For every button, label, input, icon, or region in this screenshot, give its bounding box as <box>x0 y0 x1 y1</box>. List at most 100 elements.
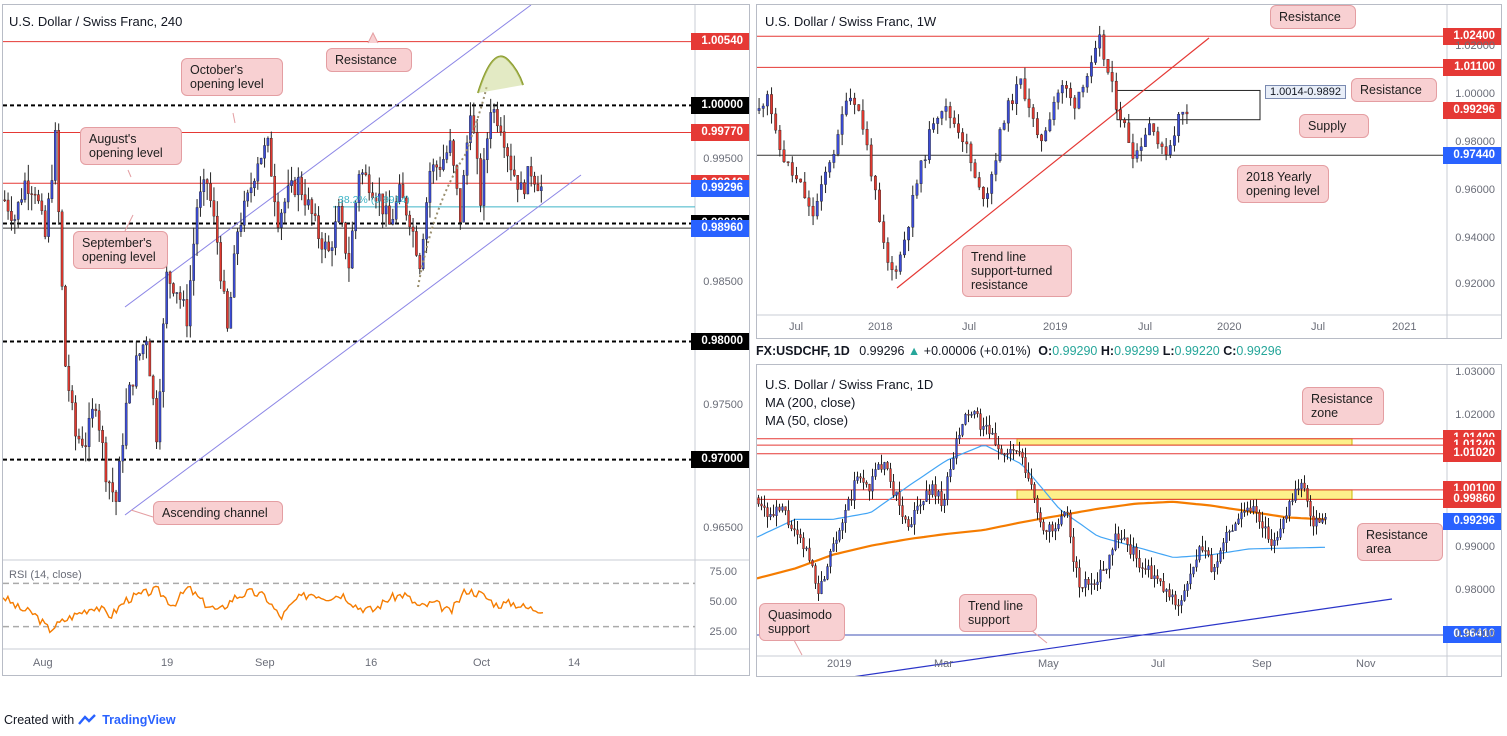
h4-candle <box>118 460 121 502</box>
h4-x-label: Oct <box>473 657 491 669</box>
h4-candle <box>415 231 418 256</box>
h4-candle <box>398 184 401 202</box>
chart-panel-daily[interactable]: U.S. Dollar / Swiss Franc, 1D MA (200, c… <box>756 364 1502 677</box>
daily-candle <box>1309 501 1312 517</box>
daily-candle <box>784 506 787 511</box>
daily-candle <box>1270 539 1273 546</box>
footer-brand[interactable]: TradingView <box>102 713 176 727</box>
h4-candle <box>327 241 330 251</box>
weekly-candle <box>807 197 811 207</box>
h4-candle <box>394 201 398 220</box>
price-label: 1.01020 <box>1443 445 1501 463</box>
weekly-candle <box>981 186 985 199</box>
daily-candle <box>844 510 847 523</box>
h4-candle <box>391 219 395 225</box>
daily-candle <box>1222 542 1225 551</box>
h4-candle <box>216 215 219 243</box>
h4-chart-canvas[interactable] <box>3 5 750 676</box>
callout-weekly-resistance: Resistance <box>1351 78 1437 102</box>
h4-candle <box>428 170 432 203</box>
weekly-candle <box>1119 109 1122 121</box>
h4-candle <box>310 199 314 214</box>
callout-quasimodo-support: Quasimodo support <box>759 603 845 641</box>
daily-candle <box>1141 567 1144 569</box>
price-label: 0.99860 <box>1443 490 1501 508</box>
h4-candle <box>229 297 233 329</box>
weekly-candle <box>1089 62 1093 77</box>
footer-created-with: Created with <box>4 713 75 727</box>
daily-candle <box>919 504 922 507</box>
h4-candle <box>280 212 283 228</box>
weekly-candle <box>774 113 778 131</box>
weekly-candle <box>1177 114 1181 136</box>
h4-candle <box>6 199 10 212</box>
h4-candle <box>378 193 381 202</box>
h4-candle <box>226 291 229 329</box>
chart-panel-weekly[interactable]: U.S. Dollar / Swiss Franc, 1W 1.02400 1.0… <box>756 4 1502 339</box>
weekly-candle <box>907 227 911 241</box>
h4-candle <box>509 155 513 171</box>
h4-candle <box>344 222 347 254</box>
daily-candle <box>1108 554 1111 570</box>
weekly-candle <box>1015 84 1019 104</box>
daily-candle <box>1159 578 1162 582</box>
daily-candle <box>1000 448 1003 455</box>
daily-candle <box>1105 568 1108 571</box>
daily-chart-canvas[interactable] <box>757 365 1502 677</box>
h4-candle <box>40 200 44 211</box>
daily-candle <box>1003 453 1006 456</box>
weekly-candle <box>1085 76 1089 88</box>
weekly-candle <box>903 239 906 256</box>
weekly-candle <box>957 123 960 133</box>
h4-candle <box>482 159 486 206</box>
high-label: H: <box>1100 344 1115 358</box>
daily-candle <box>1171 594 1174 598</box>
chart-panel-h4[interactable]: U.S. Dollar / Swiss Franc, 240 1.00540 1.… <box>2 4 750 676</box>
daily-candle <box>1300 482 1303 489</box>
weekly-candle <box>1181 111 1185 115</box>
h4-candle <box>192 243 195 281</box>
daily-candle <box>949 469 952 477</box>
weekly-chart-canvas[interactable] <box>757 5 1502 339</box>
callout-pointer <box>130 509 154 518</box>
h4-candle <box>313 213 317 216</box>
daily-candle <box>766 507 769 518</box>
h4-candle <box>91 408 94 419</box>
weekly-candle <box>878 189 881 222</box>
callout-daily-trendline: Trend line support <box>959 594 1037 632</box>
h4-candle <box>33 193 37 196</box>
daily-candle <box>877 464 880 470</box>
h4-candle <box>74 402 77 437</box>
h4-candle <box>513 169 516 176</box>
daily-candle <box>892 481 895 496</box>
daily-candle <box>964 414 967 425</box>
weekly-tick: 0.98000 <box>1455 136 1495 148</box>
daily-candle <box>1243 510 1246 513</box>
daily-candle <box>862 477 865 483</box>
daily-candle <box>1096 581 1099 585</box>
h4-candle <box>324 241 327 250</box>
callout-august-opening: August's opening level <box>80 127 182 165</box>
daily-candle <box>1153 575 1156 579</box>
h4-candle <box>502 131 506 148</box>
daily-candle <box>1240 512 1243 520</box>
h4-candle <box>20 199 23 203</box>
weekly-candle <box>1148 123 1151 136</box>
daily-x-label: Mar <box>934 658 953 670</box>
daily-candle <box>994 432 997 445</box>
weekly-candle <box>765 94 769 107</box>
h4-candle <box>175 292 179 294</box>
h4-candle <box>172 283 175 294</box>
weekly-candle <box>969 143 973 164</box>
daily-candle <box>1084 579 1087 588</box>
h4-candle <box>388 205 391 225</box>
h4-tick: 0.98500 <box>703 276 743 288</box>
weekly-x-label: Jul <box>1311 321 1326 333</box>
weekly-candle <box>948 106 952 119</box>
daily-candle <box>1144 568 1147 570</box>
h4-candle <box>202 179 206 192</box>
daily-candle <box>823 578 826 582</box>
daily-candle <box>856 476 859 481</box>
daily-x-label: 2019 <box>827 658 852 670</box>
weekly-candle <box>932 123 935 130</box>
